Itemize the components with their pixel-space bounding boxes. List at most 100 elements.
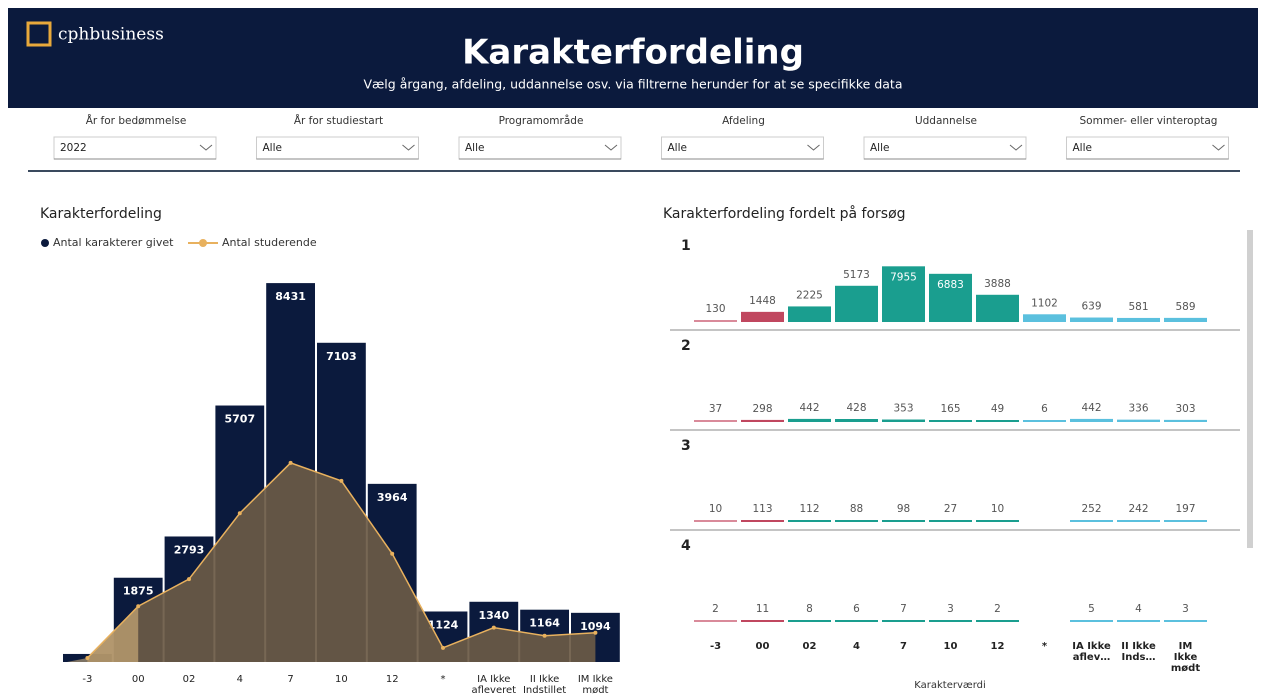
data-label: 298 xyxy=(752,403,772,415)
data-label: 589 xyxy=(1175,301,1195,313)
data-label: 10 xyxy=(991,503,1004,515)
x-tick-label: 10 xyxy=(943,641,958,652)
data-label: 10 xyxy=(709,503,722,515)
bar xyxy=(694,520,737,522)
line-point xyxy=(288,460,293,465)
bar xyxy=(694,320,737,322)
bar xyxy=(741,620,784,622)
filter-value: 2022 xyxy=(60,142,87,154)
bar xyxy=(1164,620,1207,622)
bar xyxy=(976,420,1019,422)
x-tick-label: 02 xyxy=(182,674,196,685)
bar xyxy=(976,520,1019,522)
bar xyxy=(1117,317,1160,322)
x-tick-label: * xyxy=(440,674,446,685)
filter-label: Afdeling xyxy=(722,115,765,127)
panel-label: 4 xyxy=(681,538,691,554)
filter-value: Alle xyxy=(668,142,687,154)
filter-label: År for studiestart xyxy=(294,114,383,127)
data-label: 27 xyxy=(944,503,957,515)
data-label: 1340 xyxy=(478,609,509,622)
scrollbar[interactable] xyxy=(1247,230,1253,548)
bar xyxy=(1070,520,1113,522)
line-point xyxy=(187,577,191,582)
bar xyxy=(976,620,1019,622)
data-label: 1875 xyxy=(123,585,154,598)
data-label: 7955 xyxy=(890,271,917,283)
panel-label: 3 xyxy=(681,438,691,454)
x-tick-label: IA Ikke aflev… xyxy=(1072,641,1111,663)
data-label: 11 xyxy=(756,603,769,615)
x-tick-label: 7 xyxy=(900,641,907,652)
logo-text: cphbusiness xyxy=(58,25,164,45)
x-tick-label: 10 xyxy=(335,674,348,685)
data-label: 2793 xyxy=(174,543,205,556)
filter-value: Alle xyxy=(465,142,484,154)
bar xyxy=(929,420,972,422)
dropdown-arrow xyxy=(1009,144,1023,151)
data-label: 1102 xyxy=(1031,297,1058,309)
x-tick-label: 12 xyxy=(990,641,1005,652)
filter-value: Alle xyxy=(1073,142,1092,154)
line-point xyxy=(237,511,242,516)
data-label: 353 xyxy=(893,403,913,415)
bar xyxy=(741,311,784,322)
dropdown-arrow xyxy=(402,144,415,151)
x-tick-label: 4 xyxy=(236,674,243,685)
filter-value: Alle xyxy=(263,142,282,154)
x-tick-label: II Ikke Inds… xyxy=(1121,641,1156,663)
x-tick-label: 02 xyxy=(802,641,817,652)
bar xyxy=(788,418,831,422)
panel-label: 2 xyxy=(681,338,691,354)
bar xyxy=(835,620,878,622)
bar xyxy=(835,520,878,522)
data-label: 6 xyxy=(1041,403,1048,415)
data-label: 3 xyxy=(1182,603,1189,615)
bar xyxy=(882,419,925,422)
line-point xyxy=(542,633,547,638)
data-label: 442 xyxy=(799,402,819,414)
x-tick-label: 12 xyxy=(385,674,399,685)
data-label: 428 xyxy=(846,402,866,414)
x-tick-label: 7 xyxy=(287,674,294,685)
bar xyxy=(835,419,878,422)
data-label: 3 xyxy=(947,603,954,615)
x-tick-label: 4 xyxy=(853,641,860,652)
data-label: 336 xyxy=(1128,403,1148,415)
bar xyxy=(882,620,925,622)
dropdown-arrow xyxy=(604,144,618,151)
x-tick-label: II Ikke Indstillet xyxy=(522,674,567,696)
bar xyxy=(788,620,831,622)
line-point xyxy=(136,604,141,609)
bar xyxy=(929,520,972,522)
data-label: 3888 xyxy=(984,278,1011,290)
data-label: 252 xyxy=(1081,503,1101,515)
header-bar xyxy=(8,8,1258,108)
bar xyxy=(741,520,784,522)
data-label: 1448 xyxy=(749,295,776,307)
data-label: 1124 xyxy=(428,618,459,631)
data-label: 130 xyxy=(705,303,725,315)
bar xyxy=(1164,317,1207,322)
bar xyxy=(929,620,972,622)
data-label: 197 xyxy=(1175,503,1195,515)
filter-label: Uddannelse xyxy=(915,115,977,127)
data-label: 5 xyxy=(1088,603,1095,615)
bar xyxy=(694,420,737,422)
data-label: 37 xyxy=(709,403,722,415)
data-label: 165 xyxy=(940,403,960,415)
x-tick-label: IA Ikke afleveret xyxy=(471,674,517,696)
x-tick-label: * xyxy=(1041,641,1048,652)
line-point xyxy=(85,655,90,660)
area-left-edge xyxy=(67,606,139,662)
filter-label: Sommer- eller vinteroptag xyxy=(1080,115,1218,127)
dropdown-arrow xyxy=(1212,144,1225,151)
bar xyxy=(788,520,831,522)
data-label: 639 xyxy=(1081,301,1101,313)
data-label: 49 xyxy=(991,403,1004,415)
data-label: 6 xyxy=(853,603,860,615)
data-label: 1164 xyxy=(529,617,560,630)
x-tick-label: IM Ikke mødt xyxy=(1170,641,1201,674)
bar xyxy=(1117,419,1160,422)
